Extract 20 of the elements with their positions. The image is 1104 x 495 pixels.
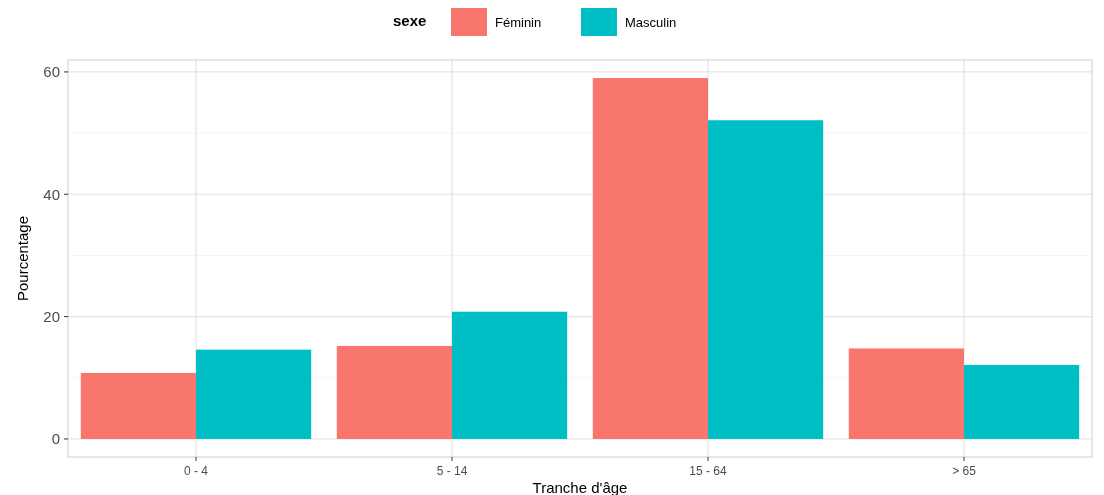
legend-label: Féminin [495, 15, 542, 30]
legend-label: Masculin [625, 15, 677, 30]
bar [848, 348, 964, 439]
y-axis-title: Pourcentage [14, 215, 31, 302]
bar [336, 345, 452, 439]
y-tick-label: 20 [43, 307, 60, 325]
x-tick-label: 5 - 14 [436, 464, 468, 478]
bar [708, 120, 824, 439]
legend-title: sexe [393, 12, 427, 29]
y-tick-label: 40 [43, 185, 60, 203]
bar [452, 311, 568, 439]
x-tick-label: 15 - 64 [689, 464, 728, 478]
x-tick-label: > 65 [952, 464, 977, 478]
x-tick-label: 0 - 4 [183, 464, 209, 478]
y-tick-label: 0 [51, 430, 60, 448]
bar [592, 78, 708, 439]
bar [964, 364, 1080, 439]
bar [80, 372, 196, 439]
y-tick-label: 60 [43, 63, 60, 81]
bar [196, 349, 312, 439]
